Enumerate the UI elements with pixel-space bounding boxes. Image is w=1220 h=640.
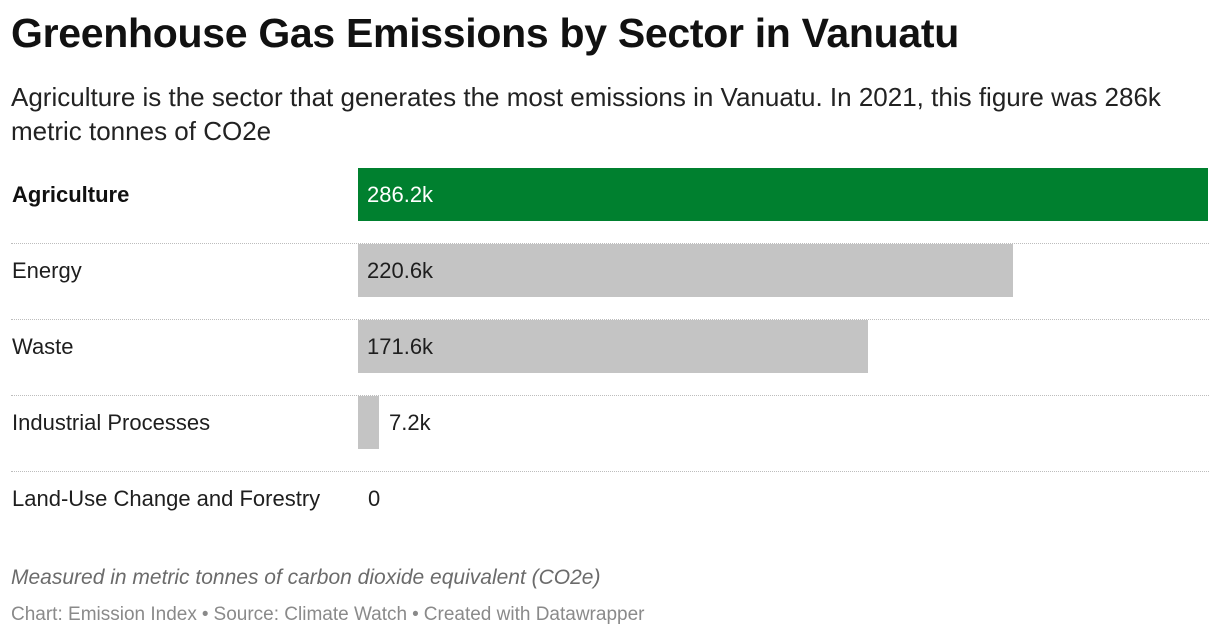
value-label: 286.2k — [367, 182, 434, 207]
category-label: Agriculture — [12, 182, 130, 207]
chart-subtitle: Agriculture is the sector that generates… — [11, 82, 1161, 146]
bar-row: Waste 171.6k — [0, 320, 1220, 396]
bar-row: Industrial Processes 7.2k — [0, 396, 1220, 472]
footer-chart-credit: Chart: Emission Index — [11, 604, 197, 625]
chart-title: Greenhouse Gas Emissions by Sector in Va… — [11, 10, 960, 56]
row-separator — [11, 395, 1209, 396]
value-label: 220.6k — [367, 258, 434, 283]
value-label: 7.2k — [389, 410, 431, 435]
chart-notes: Measured in metric tonnes of carbon diox… — [11, 566, 601, 589]
bar-chart: Agriculture 286.2k Energy 220.6k Waste 171.6k… — [0, 168, 1220, 548]
bar — [358, 168, 1208, 221]
bar-row: Energy 220.6k — [0, 244, 1220, 320]
category-label: Industrial Processes — [12, 410, 211, 435]
bar — [358, 244, 1013, 297]
row-separator — [11, 319, 1209, 320]
bar — [358, 320, 868, 373]
footer-source: Source: Climate Watch — [213, 604, 408, 625]
footer-created-with: Created with Datawrapper — [423, 604, 645, 625]
bar-row: Agriculture 286.2k — [0, 168, 1220, 244]
category-label: Land-Use Change and Forestry — [12, 486, 321, 511]
row-separator — [11, 471, 1209, 472]
chart-footer: Chart: Emission Index • Source: Climate Wa… — [11, 604, 644, 626]
value-label: 171.6k — [367, 334, 434, 359]
row-separator — [11, 243, 1209, 244]
bar-row: Land-Use Change and Forestry 0 — [0, 472, 1220, 548]
footer-separator: • — [201, 604, 209, 625]
footer-separator: • — [412, 604, 419, 625]
value-label: 0 — [368, 486, 381, 511]
bar — [358, 396, 379, 449]
category-label: Waste — [12, 334, 74, 359]
category-label: Energy — [12, 258, 82, 283]
